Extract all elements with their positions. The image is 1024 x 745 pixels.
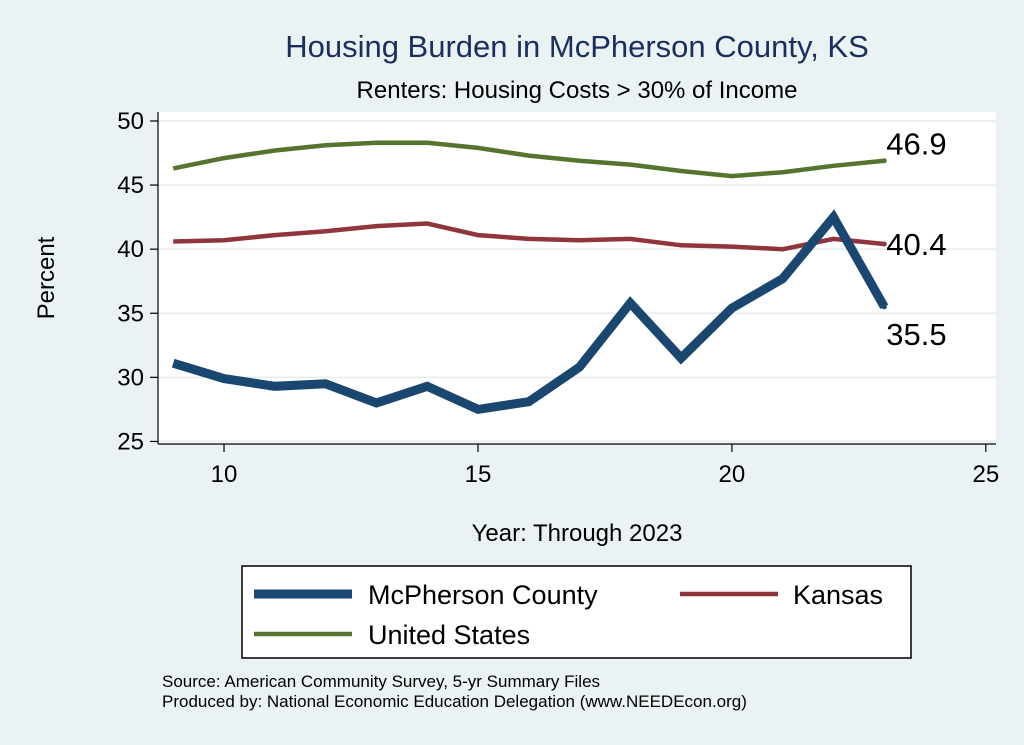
end-labels: 35.5 40.4 46.9 (886, 127, 946, 352)
legend-label: McPherson County (368, 580, 598, 610)
chart-title: Housing Burden in McPherson County, KS (285, 29, 869, 64)
chart-subtitle: Renters: Housing Costs > 30% of Income (357, 77, 798, 104)
x-axis-label: Year: Through 2023 (472, 520, 683, 547)
y-tick-label: 45 (117, 172, 144, 199)
x-tick-label: 15 (465, 461, 492, 488)
grid (158, 120, 996, 443)
source-line-2: Produced by: National Economic Education… (162, 692, 747, 711)
series-line-united-states (172, 140, 885, 179)
legend: McPherson County Kansas United States (254, 580, 883, 650)
y-tick-label: 35 (117, 300, 144, 327)
series-lines (171, 140, 889, 415)
y-tick-label: 40 (117, 236, 144, 263)
x-tick-label: 25 (972, 461, 999, 488)
series-end-point (881, 158, 887, 164)
series-line-kansas (173, 221, 885, 252)
source-line-1: Source: American Community Survey, 5-yr … (162, 672, 600, 691)
x-tick-label: 20 (719, 461, 746, 488)
end-label-kansas: 40.4 (886, 227, 946, 262)
end-label-mcpherson-county: 35.5 (886, 317, 946, 352)
axes: 25 30 35 40 45 50 10 15 20 25 (117, 108, 999, 488)
legend-box (241, 565, 912, 659)
x-tick-label: 10 (211, 461, 238, 488)
y-axis-label: Percent (33, 236, 60, 319)
series-end-point (881, 241, 887, 247)
series-end-point (881, 304, 887, 310)
y-tick-label: 25 (117, 428, 144, 455)
series-line-mcpherson-county (171, 209, 889, 415)
end-label-united-states: 46.9 (886, 127, 946, 162)
y-tick-label: 50 (117, 108, 144, 135)
legend-label: Kansas (793, 580, 883, 610)
legend-label: United States (368, 620, 530, 650)
y-tick-label: 30 (117, 364, 144, 391)
